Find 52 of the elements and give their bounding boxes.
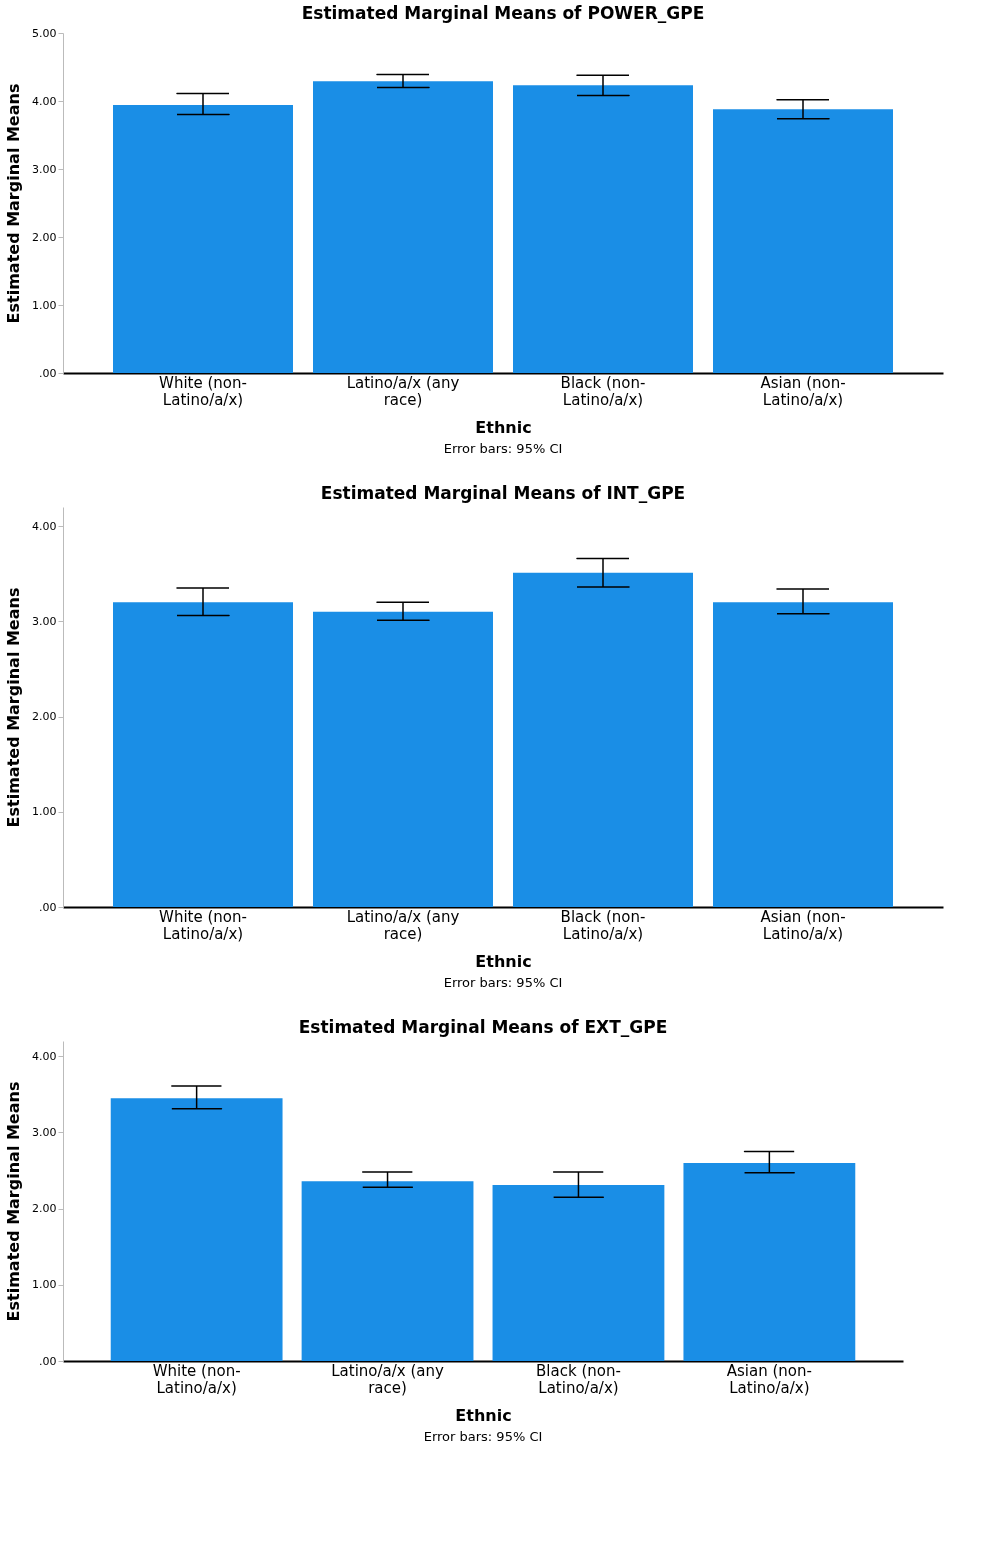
chart-title: Estimated Marginal Means of POWER_GPE <box>301 3 705 23</box>
chart-title: Estimated Marginal Means of EXT_GPE <box>298 1017 668 1037</box>
y-tick-label: .00 <box>39 366 57 380</box>
y-axis-title: Estimated Marginal Means <box>4 587 24 828</box>
text: Error bars: 95% CI <box>423 1429 543 1444</box>
chart-title: Estimated Marginal Means of INT_GPE <box>320 483 686 503</box>
x-tick-label: Black (non-Latino/a/x) <box>536 1361 621 1397</box>
text: Error bars: 95% CI <box>443 975 563 990</box>
y-axis-title: Estimated Marginal Means <box>4 83 24 324</box>
x-tick-label: White (non-Latino/a/x) <box>159 907 247 943</box>
x-tick-label: Black (non-Latino/a/x) <box>560 373 646 409</box>
bar <box>113 602 293 907</box>
y-tick-label: .00 <box>39 1354 57 1368</box>
y-tick-label: 4.00 <box>32 1049 57 1063</box>
bar <box>513 85 693 373</box>
y-tick-label: 2.00 <box>32 230 57 244</box>
y-tick-label: 3.00 <box>32 162 57 176</box>
text: Error bars: 95% CI <box>443 441 563 456</box>
x-tick-label: Black (non-Latino/a/x) <box>560 907 646 943</box>
y-tick-label: 4.00 <box>32 519 57 533</box>
y-tick-label: 4.00 <box>32 94 57 108</box>
y-tick-label: .00 <box>39 900 57 914</box>
y-tick-label: 2.00 <box>32 1202 57 1216</box>
bar <box>513 572 693 907</box>
x-tick-label: Asian (non-Latino/a/x) <box>760 373 846 409</box>
bar <box>492 1185 665 1361</box>
y-axis-title: Estimated Marginal Means <box>4 1081 24 1322</box>
x-tick-label: White (non-Latino/a/x) <box>152 1361 241 1397</box>
x-axis-title: Ethnic <box>455 1405 512 1425</box>
x-tick-label: White (non-Latino/a/x) <box>159 373 247 409</box>
y-tick-label: 5.00 <box>32 26 57 40</box>
x-tick-label: Latino/a/x (any race) <box>346 373 460 409</box>
x-tick-label: Latino/a/x (any race) <box>346 907 460 943</box>
x-tick-label: Latino/a/x (any race) <box>331 1361 444 1397</box>
bar <box>301 1181 474 1361</box>
bar <box>313 611 493 907</box>
y-tick-label: 3.00 <box>32 1125 57 1139</box>
bar <box>110 1098 283 1361</box>
x-axis-title: Ethnic <box>475 417 532 437</box>
x-axis-title: Ethnic <box>475 951 532 971</box>
bar <box>113 105 293 373</box>
y-tick-label: 1.00 <box>32 298 57 312</box>
bar <box>683 1162 856 1361</box>
bar <box>713 109 893 373</box>
bar <box>713 602 893 907</box>
y-tick-label: 3.00 <box>32 614 57 628</box>
x-tick-label: Asian (non-Latino/a/x) <box>726 1361 812 1397</box>
bar <box>313 81 493 373</box>
y-tick-label: 1.00 <box>32 805 57 819</box>
y-tick-label: 1.00 <box>32 1278 57 1292</box>
x-tick-label: Asian (non-Latino/a/x) <box>760 907 846 943</box>
y-tick-label: 2.00 <box>32 710 57 724</box>
